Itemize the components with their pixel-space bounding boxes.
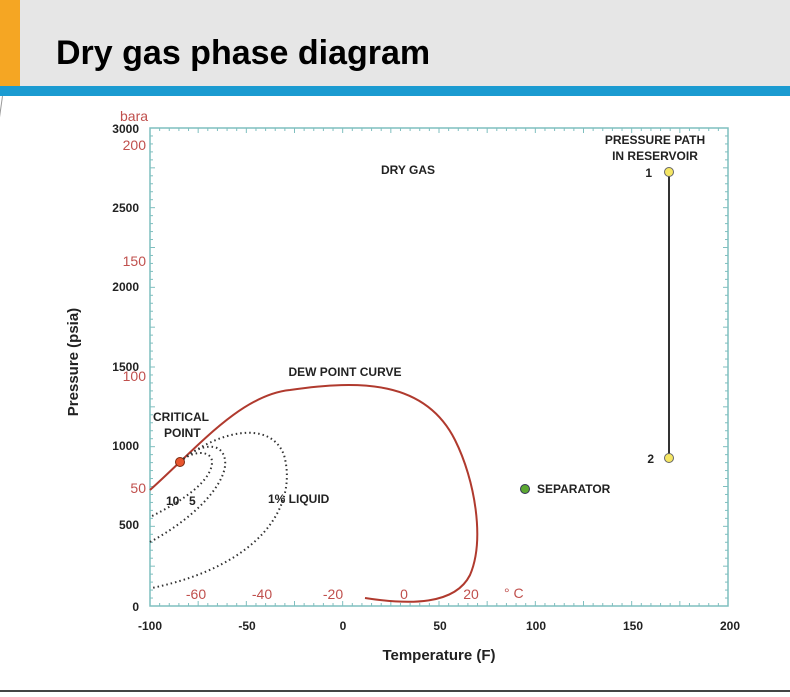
bara-tick-label: 50 xyxy=(130,480,146,496)
quality-10-label: 10 xyxy=(166,494,180,508)
pressure-path-label-line2: IN RESERVOIR xyxy=(612,149,698,163)
y-tick-label: 1500 xyxy=(112,360,139,374)
x-tick-label: 50 xyxy=(433,619,447,633)
x-tick-label: -100 xyxy=(138,619,162,633)
x-tick-label: 0 xyxy=(340,619,347,633)
minor-ticks xyxy=(150,128,728,606)
x-axis-title: Temperature (F) xyxy=(382,647,495,664)
quality-5-label: 5 xyxy=(189,494,196,508)
celsius-tick-label: -20 xyxy=(323,586,343,602)
reservoir-point-2-marker xyxy=(664,453,674,463)
celsius-tick-label: 0 xyxy=(400,586,408,602)
y-tick-label: 0 xyxy=(132,600,139,614)
bara-tick-label: 100 xyxy=(123,368,147,384)
celsius-tick-label: -40 xyxy=(252,586,272,602)
pressure-path-label-line1: PRESSURE PATH xyxy=(605,133,705,147)
bottom-divider xyxy=(0,690,790,692)
critical-point-marker xyxy=(175,457,185,467)
reservoir-point-2-label: 2 xyxy=(647,452,654,466)
y-tick-label: 2000 xyxy=(112,280,139,294)
one-percent-liquid-label: 1% LIQUID xyxy=(268,492,330,506)
slide-header: Dry gas phase diagram xyxy=(0,0,790,86)
reservoir-point-1-label: 1 xyxy=(645,166,652,180)
x-tick-label: -50 xyxy=(238,619,256,633)
dew-point-curve xyxy=(149,384,479,603)
y-tick-label: 1000 xyxy=(112,439,139,453)
quality-line-10-percent xyxy=(149,452,214,518)
page-title: Dry gas phase diagram xyxy=(56,34,431,72)
quality-line-1-percent xyxy=(151,431,288,589)
separator-marker xyxy=(520,484,530,494)
separator-label: SEPARATOR xyxy=(537,482,611,496)
header-accent xyxy=(0,0,20,86)
quality-line-5-percent xyxy=(149,445,227,543)
celsius-unit-label: ° C xyxy=(504,585,524,601)
bara-unit-label: bara xyxy=(120,108,148,124)
bara-tick-label: 200 xyxy=(123,137,147,153)
y-axis-title: Pressure (psia) xyxy=(65,308,82,416)
dew-point-curve-label: DEW POINT CURVE xyxy=(288,365,401,379)
bara-tick-label: 150 xyxy=(123,253,147,269)
y-tick-label: 500 xyxy=(119,518,139,532)
celsius-tick-label: 20 xyxy=(463,586,479,602)
critical-point-label-line2: POINT xyxy=(164,426,201,440)
dry-gas-label: DRY GAS xyxy=(381,163,435,177)
plot-frame xyxy=(149,127,729,607)
header-underline xyxy=(0,86,790,96)
x-tick-label: 200 xyxy=(720,619,740,633)
x-tick-label: 150 xyxy=(623,619,643,633)
celsius-tick-label: -60 xyxy=(186,586,206,602)
critical-point-label-line1: CRITICAL xyxy=(153,410,209,424)
y-tick-label: 2500 xyxy=(112,201,139,215)
x-tick-label: 100 xyxy=(526,619,546,633)
reservoir-point-1-marker xyxy=(664,167,674,177)
y-tick-label: 3000 xyxy=(112,122,139,136)
